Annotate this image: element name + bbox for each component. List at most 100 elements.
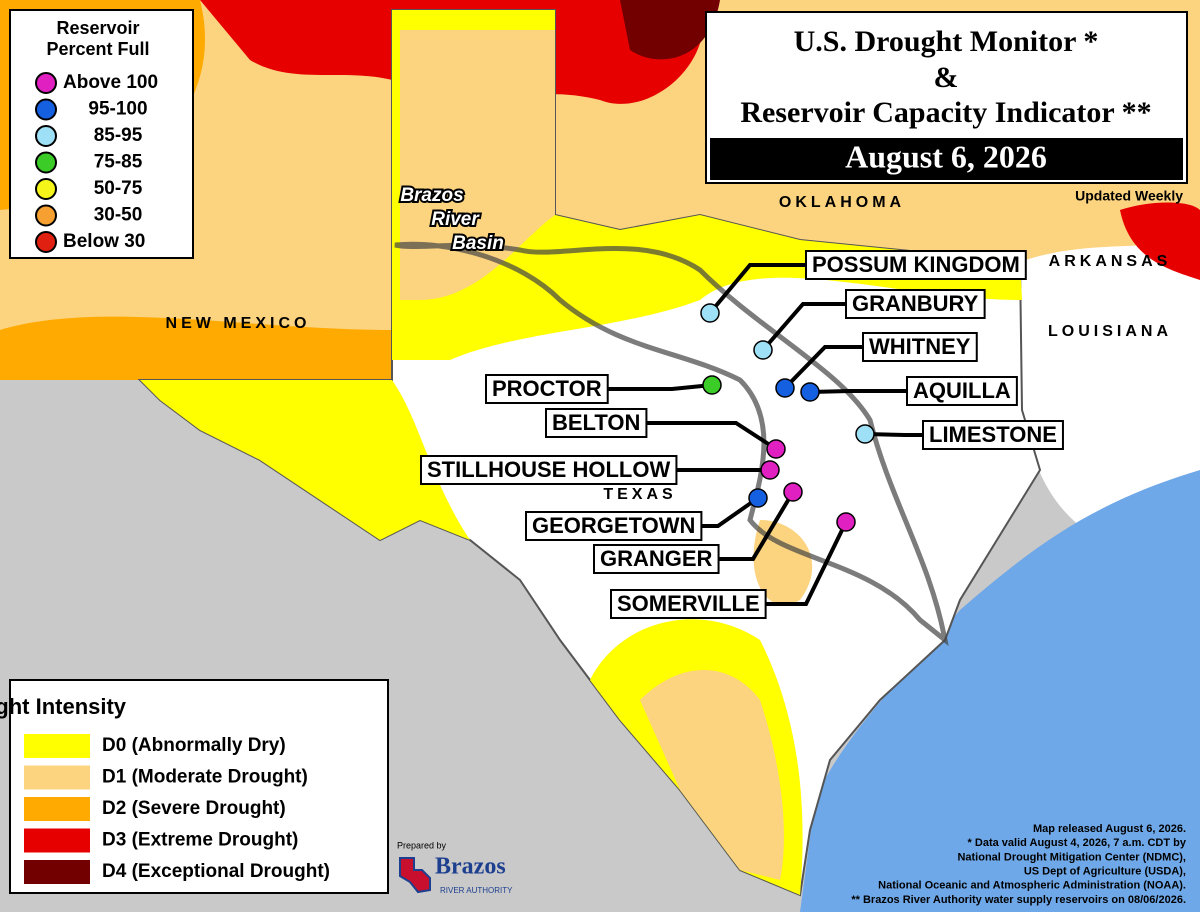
legend-label: D2 (Severe Drought) xyxy=(102,798,286,819)
state-label: LOUISIANA xyxy=(1048,323,1172,340)
leader-line xyxy=(607,383,713,391)
state-label: TEXAS xyxy=(603,486,676,503)
leader-line xyxy=(809,389,907,394)
note: National Oceanic and Atmospheric Adminis… xyxy=(878,880,1186,892)
louisiana xyxy=(1020,240,1200,560)
drought-legend-title: Drought Intensity xyxy=(0,694,127,719)
d1-area xyxy=(640,670,784,880)
legend-label: 95-100 xyxy=(88,99,147,120)
note: National Drought Mitigation Center (NDMC… xyxy=(957,851,1186,863)
legend-label: D0 (Abnormally Dry) xyxy=(102,735,286,756)
legend-label: 85-95 xyxy=(94,125,143,146)
leader-line xyxy=(646,421,778,451)
extreme-area xyxy=(1120,202,1200,280)
leader-line xyxy=(783,345,863,390)
reservoir-label: POSSUM KINGDOM xyxy=(812,252,1020,277)
note: Map released August 6, 2026. xyxy=(1033,823,1186,835)
d0-area xyxy=(140,380,470,540)
reservoir-label: AQUILLA xyxy=(913,378,1011,403)
legend-swatch xyxy=(24,828,90,853)
legend-swatch xyxy=(35,72,57,94)
reservoir-marker xyxy=(766,439,786,459)
reservoir-legend-title: Percent Full xyxy=(46,39,149,59)
legend-swatch xyxy=(35,98,57,121)
reservoir: SOMERVILLE xyxy=(610,512,856,619)
reservoir-marker xyxy=(748,488,768,508)
basin-label: Basin xyxy=(452,233,504,254)
leader-line xyxy=(761,302,846,352)
reservoir-marker xyxy=(855,424,875,444)
reservoir-label: GRANBURY xyxy=(852,291,979,316)
reservoir-label: WHITNEY xyxy=(869,334,971,359)
reservoir-label: STILLHOUSE HOLLOW xyxy=(427,457,670,482)
state-label: ARKANSAS xyxy=(1049,253,1172,270)
legend-swatch xyxy=(35,231,57,253)
reservoir: PROCTOR xyxy=(485,374,722,404)
label-box xyxy=(845,289,986,319)
reservoir-marker xyxy=(775,378,795,398)
reservoir: AQUILLA xyxy=(800,376,1018,406)
leader-line xyxy=(701,496,760,528)
legend-label: Below 30 xyxy=(63,231,145,252)
reservoir: WHITNEY xyxy=(775,332,978,398)
label-box xyxy=(593,544,720,574)
label-box xyxy=(610,589,767,619)
reservoir-marker xyxy=(800,382,820,402)
reservoir: BELTON xyxy=(545,408,786,459)
legend-label: 50-75 xyxy=(94,178,143,199)
note: * Data valid August 4, 2026, 7 a.m. CDT … xyxy=(968,837,1187,849)
reservoir-legend-title: Reservoir xyxy=(56,18,139,38)
legend-label: 30-50 xyxy=(94,205,143,226)
gulf-of-mexico xyxy=(800,470,1200,912)
legend-swatch xyxy=(35,204,57,227)
note: ** Brazos River Authority water supply r… xyxy=(851,894,1186,906)
legend-label: D1 (Moderate Drought) xyxy=(102,767,308,788)
leader-line xyxy=(708,263,806,315)
legend-swatch xyxy=(35,178,57,200)
logo-prepared: Prepared by xyxy=(397,840,447,850)
reservoir: LIMESTONE xyxy=(855,420,1064,450)
severe-area xyxy=(0,316,392,380)
reservoir: POSSUM KINGDOM xyxy=(700,250,1027,323)
logo-icon xyxy=(399,857,431,894)
legend-swatch xyxy=(35,125,57,147)
reservoir-label: PROCTOR xyxy=(492,376,602,401)
legend-swatch xyxy=(24,765,90,790)
title-line: Reservoir Capacity Indicator ** xyxy=(740,96,1151,129)
reservoir-marker xyxy=(836,512,856,532)
reservoir: GRANGER xyxy=(593,482,803,574)
reservoir-marker xyxy=(702,375,722,395)
updated-note: Updated Weekly xyxy=(1075,188,1183,204)
reservoir-label: LIMESTONE xyxy=(929,422,1057,447)
d1-area xyxy=(400,30,555,300)
reservoir: GRANBURY xyxy=(753,289,986,360)
logo-sub: RIVER AUTHORITY xyxy=(440,886,513,895)
leader-line xyxy=(864,432,923,437)
basin-label: River xyxy=(431,209,480,230)
legend-swatch xyxy=(24,734,90,758)
note: US Dept of Agriculture (USDA), xyxy=(1024,866,1186,878)
legend-label: Above 100 xyxy=(63,72,158,93)
reservoir-label: SOMERVILLE xyxy=(617,591,760,616)
reservoir-marker xyxy=(783,482,803,502)
legend-label: D4 (Exceptional Drought) xyxy=(102,861,330,882)
label-box xyxy=(922,420,1064,450)
label-box xyxy=(805,250,1027,280)
label-box xyxy=(420,455,678,485)
state-label: NEW MEXICO xyxy=(166,315,311,332)
label-box xyxy=(906,376,1018,406)
label-box xyxy=(545,408,648,438)
legend-label: 75-85 xyxy=(94,152,143,173)
reservoir-label: GRANGER xyxy=(600,546,713,571)
leader-line xyxy=(718,490,795,561)
reservoir: STILLHOUSE HOLLOW xyxy=(420,455,780,485)
basin-outline xyxy=(394,241,949,647)
title-date: August 6, 2026 xyxy=(845,138,1047,174)
legend-label: D3 (Extreme Drought) xyxy=(102,830,298,851)
title-line: & xyxy=(934,61,959,94)
reservoir-marker xyxy=(760,460,780,480)
reservoir: GEORGETOWN xyxy=(525,488,768,541)
label-box xyxy=(485,374,609,404)
